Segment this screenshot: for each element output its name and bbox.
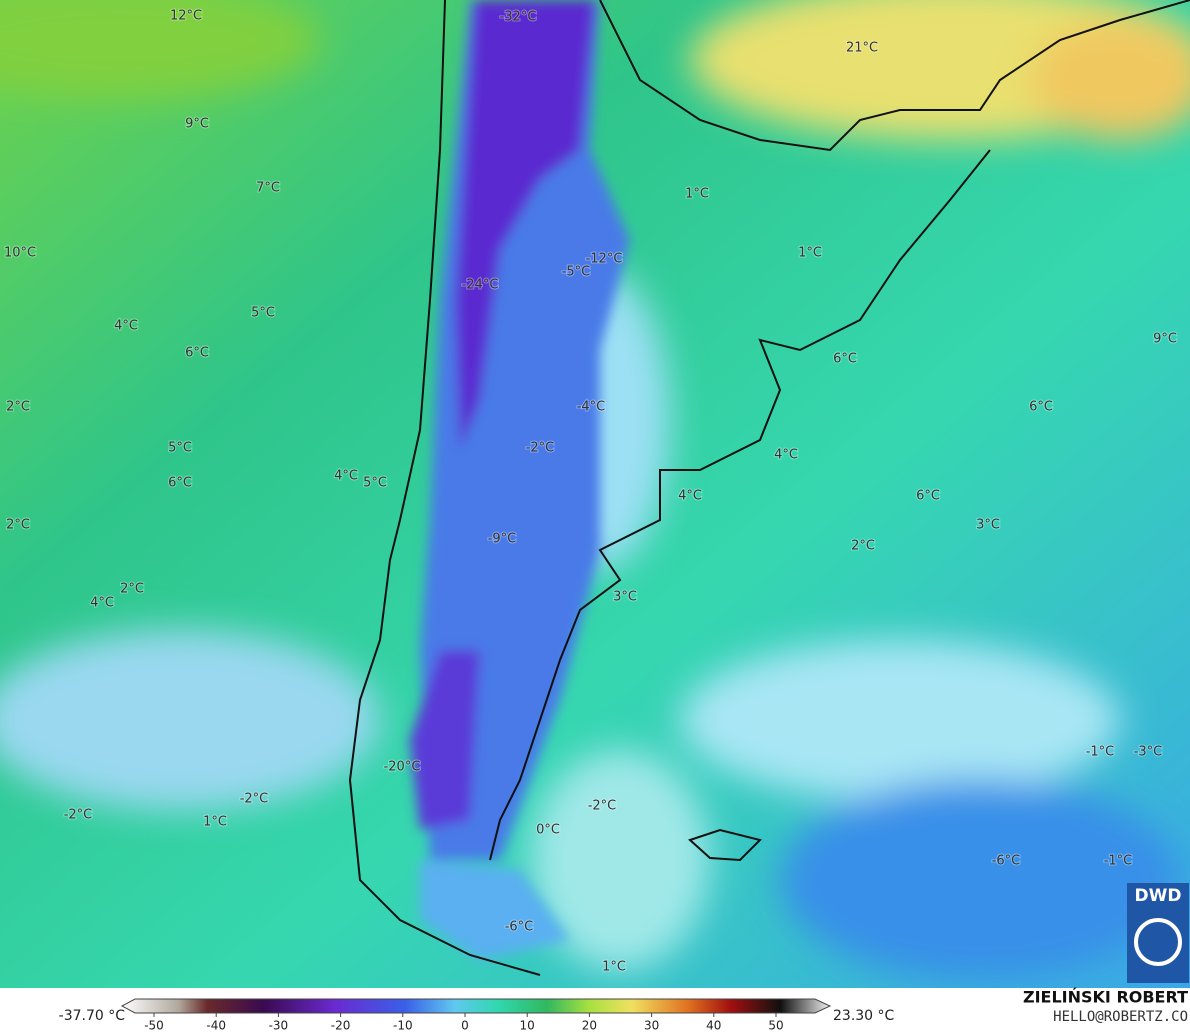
temperature-label: 6°C: [833, 352, 857, 367]
temperature-label: 4°C: [774, 448, 798, 463]
temperature-label: 6°C: [1029, 400, 1053, 415]
temperature-label: -2°C: [64, 808, 93, 823]
temperature-label: 1°C: [602, 960, 626, 975]
temperature-label: 9°C: [185, 117, 209, 132]
temperature-label: 10°C: [4, 246, 36, 261]
colorbar-tick-label: -50: [144, 1019, 164, 1033]
colorbar-tick-label: 0: [461, 1019, 469, 1033]
temperature-label: 5°C: [168, 441, 192, 456]
colorbar-tick-label: 30: [644, 1019, 659, 1033]
temperature-label: -6°C: [992, 854, 1021, 869]
temperature-label: 3°C: [976, 518, 1000, 533]
temperature-label: -2°C: [588, 799, 617, 814]
temperature-label: 2°C: [851, 539, 875, 554]
temperature-label: 1°C: [203, 815, 227, 830]
colorbar-max: 23.30 °C: [833, 1008, 895, 1024]
colorbar-tick-label: 50: [768, 1019, 783, 1033]
temperature-label: 12°C: [170, 9, 202, 24]
temperature-label: 2°C: [120, 582, 144, 597]
temperature-label: 5°C: [251, 306, 275, 321]
temperature-label: 1°C: [685, 187, 709, 202]
temperature-label: 2°C: [6, 400, 30, 415]
coastlines: [348, 0, 1190, 976]
temperature-label: -2°C: [526, 441, 555, 456]
colorbar-tick-label: -40: [206, 1019, 226, 1033]
temperature-label: 4°C: [334, 469, 358, 484]
temperature-label: -1°C: [1086, 745, 1115, 760]
temperature-label: 6°C: [185, 346, 209, 361]
temperature-label: 3°C: [613, 590, 637, 605]
temperature-label: 5°C: [363, 476, 387, 491]
colorbar: [120, 998, 832, 1014]
temperature-label: -3°C: [1134, 745, 1163, 760]
temperature-label: -20°C: [384, 760, 421, 775]
temperature-label: 9°C: [1153, 332, 1177, 347]
logo-icon: [1134, 918, 1182, 966]
temperature-label: 7°C: [256, 181, 280, 196]
temperature-label: 6°C: [168, 476, 192, 491]
cold-field: [410, 0, 630, 960]
temperature-label: -6°C: [505, 920, 534, 935]
temperature-label: -2°C: [240, 792, 269, 807]
temperature-field: [0, 0, 1190, 980]
colorbar-tick-label: -30: [269, 1019, 289, 1033]
temperature-label: -32°C: [500, 10, 537, 25]
temperature-label: 0°C: [536, 823, 560, 838]
temperature-label: 6°C: [916, 489, 940, 504]
temperature-label: -9°C: [488, 532, 517, 547]
colorbar-tick-label: 20: [582, 1019, 597, 1033]
temperature-label: 21°C: [846, 41, 878, 56]
colorbar-tick-label: 40: [706, 1019, 721, 1033]
author: ZIELIŃSKI ROBERT: [1023, 988, 1188, 1007]
temperature-label: 4°C: [114, 319, 138, 334]
colorbar-tick-label: -20: [331, 1019, 351, 1033]
contact: HELLO@ROBERTZ.CO: [1053, 1009, 1188, 1025]
logo-text: DWD: [1135, 886, 1182, 906]
colorbar-tick-label: 10: [520, 1019, 535, 1033]
temperature-label: -5°C: [562, 265, 591, 280]
temperature-label: 4°C: [678, 489, 702, 504]
temperature-label: 1°C: [798, 246, 822, 261]
temperature-label: -24°C: [462, 278, 499, 293]
colorbar-min: -37.70 °C: [59, 1008, 126, 1024]
temperature-label: 4°C: [90, 596, 114, 611]
temperature-label: -12°C: [586, 252, 623, 267]
colorbar-tick-label: -10: [393, 1019, 413, 1033]
temperature-label: -1°C: [1104, 854, 1133, 869]
temperature-label: -4°C: [577, 400, 606, 415]
temperature-label: 2°C: [6, 518, 30, 533]
